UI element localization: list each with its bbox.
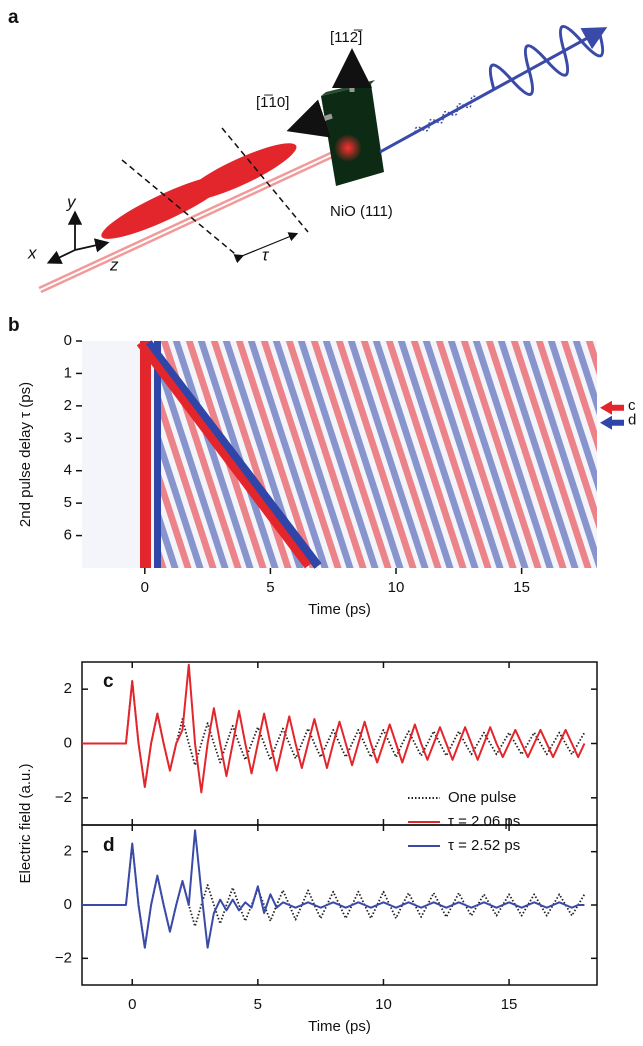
marker-label: c <box>628 397 636 414</box>
y-axis-title: Electric field (a.u.) <box>17 763 34 883</box>
panel-label: d <box>103 835 115 856</box>
y-tick-label: 0 <box>64 734 72 751</box>
x-tick-label: 15 <box>501 996 518 1013</box>
x-tick-label: 10 <box>375 996 392 1013</box>
legend-label: τ = 2.06 ps <box>448 813 520 830</box>
panel-label: a <box>8 7 19 28</box>
x-tick-label: 15 <box>513 579 530 596</box>
marker-label: d <box>628 412 636 429</box>
x-tick-label: 5 <box>266 579 274 596</box>
axis-label: x <box>27 243 37 262</box>
heatmap-band <box>140 341 151 568</box>
y-tick-label: 4 <box>64 462 72 479</box>
x-tick-label: 10 <box>388 579 405 596</box>
line <box>82 680 586 788</box>
line <box>82 829 585 949</box>
plot-frame <box>81 661 598 826</box>
heatmap-band <box>154 341 161 568</box>
line <box>82 842 586 949</box>
pulse-front <box>221 127 309 233</box>
delay-label: τ <box>262 245 270 264</box>
direction-label: [1̅10] <box>256 94 289 111</box>
x-tick-label: 0 <box>141 579 149 596</box>
axis-arrow <box>74 238 110 253</box>
pulse-front <box>121 159 241 259</box>
direction-arrow <box>286 99 333 138</box>
x-tick-label: 5 <box>254 996 262 1013</box>
axis-label: y <box>66 192 77 211</box>
y-tick-label: −2 <box>55 789 72 806</box>
sample-label: NiO (111) <box>330 203 393 220</box>
y-axis-title: 2nd pulse delay τ (ps) <box>17 382 34 527</box>
marker-arrow <box>600 415 624 430</box>
y-tick-label: 2 <box>64 680 72 697</box>
y-tick-label: 2 <box>64 397 72 414</box>
y-tick-label: 6 <box>64 527 72 544</box>
y-tick-label: 1 <box>64 364 72 381</box>
output-beam <box>379 27 608 154</box>
direction-label: [112̅] <box>330 29 363 46</box>
pulse <box>183 143 297 201</box>
x-tick-label: 0 <box>128 996 136 1013</box>
y-tick-label: 0 <box>64 332 72 349</box>
laser-spot <box>334 134 362 162</box>
axis-label: z <box>109 255 119 274</box>
y-tick-label: 0 <box>64 896 72 913</box>
panel-label: b <box>8 315 20 336</box>
delay-arrow <box>233 232 299 264</box>
legend-label: τ = 2.52 ps <box>448 837 520 854</box>
heatmap-diagonal <box>136 340 312 569</box>
y-tick-label: 5 <box>64 494 72 511</box>
legend-label: One pulse <box>448 789 516 806</box>
x-axis-title: Time (ps) <box>308 601 371 618</box>
panel-label: c <box>103 671 114 692</box>
x-axis-title: Time (ps) <box>308 1018 371 1035</box>
line <box>82 663 586 794</box>
marker-arrow <box>600 400 624 415</box>
charts: 0 5 10 15 0 1 2 3 4 5 6 Time (ps) 2nd pulse delay τ … <box>17 332 636 1035</box>
input-beam-core <box>39 151 339 291</box>
y-tick-label: 2 <box>64 843 72 860</box>
heatmap-image <box>82 340 597 569</box>
y-tick-label: 3 <box>64 429 72 446</box>
axis-arrow <box>46 249 76 264</box>
diagram: τ y x z [112̅] [1̅10] NiO (111) <box>27 24 608 294</box>
thz-wave <box>414 24 605 133</box>
y-tick-label: −2 <box>55 949 72 966</box>
heatmap-diagonal <box>144 340 322 569</box>
